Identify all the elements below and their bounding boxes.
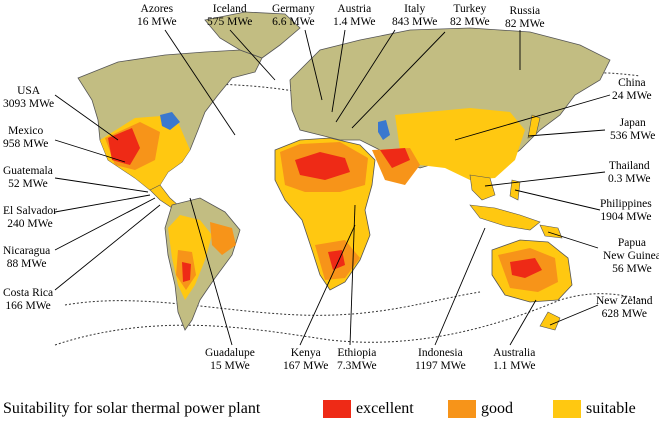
label-guadalupe: Guadalupe 15 MWe bbox=[205, 347, 255, 372]
papua-land bbox=[539, 224, 563, 239]
leader-lines bbox=[54, 29, 611, 346]
legend-swatch-excellent bbox=[323, 400, 351, 418]
leader-turkey bbox=[351, 31, 446, 129]
leader-japan bbox=[527, 129, 606, 137]
leader-philippines bbox=[514, 189, 601, 211]
leader-china bbox=[454, 94, 611, 141]
leader-austria bbox=[331, 29, 346, 113]
label-guatemala: Guatemala 52 MWe bbox=[3, 165, 53, 190]
label-papua: Papua New Guinea 56 MWe bbox=[603, 237, 659, 275]
leader-guatemala bbox=[54, 177, 149, 193]
label-japan: Japan 536 MWe bbox=[610, 117, 656, 142]
southern-africa-excellent bbox=[328, 250, 345, 270]
legend-label-good: good bbox=[481, 400, 513, 417]
leader-mexico bbox=[54, 139, 126, 163]
leader-newzealand bbox=[549, 304, 599, 326]
label-kenya: Kenya 167 MWe bbox=[283, 347, 329, 372]
leader-elsalvador bbox=[54, 194, 151, 213]
leader-australia bbox=[509, 299, 537, 346]
label-indonesia: Indonesia 1197 MWe bbox=[415, 347, 466, 372]
label-philippines: Philippines 1904 MWe bbox=[600, 198, 652, 223]
label-mexico: Mexico 958 MWe bbox=[3, 125, 49, 150]
south-america bbox=[164, 197, 241, 331]
leader-kenya bbox=[299, 224, 356, 346]
north-america bbox=[77, 11, 301, 191]
indonesia-land bbox=[469, 204, 541, 231]
legend-label-suitable: suitable bbox=[586, 400, 636, 417]
asia-suitable bbox=[395, 108, 525, 180]
greenland-land bbox=[204, 11, 301, 59]
leader-costarica bbox=[54, 204, 161, 291]
label-thailand: Thailand 0.3 MWe bbox=[608, 160, 651, 185]
usa-excellent bbox=[108, 128, 140, 165]
label-turkey: Turkey 82 MWe bbox=[450, 3, 490, 28]
leader-nicaragua bbox=[54, 197, 156, 251]
label-italy: Italy 843 MWe bbox=[392, 3, 438, 28]
zone-line-lower bbox=[64, 291, 481, 316]
southeast-asia-land bbox=[469, 174, 496, 201]
caspian-sea bbox=[378, 120, 390, 140]
arabia-excellent bbox=[380, 148, 410, 168]
legend-title: Suitability for solar thermal power plan… bbox=[3, 400, 261, 417]
leader-papua bbox=[547, 231, 599, 249]
brazil-good bbox=[210, 222, 236, 255]
leader-guadalupe bbox=[189, 197, 233, 346]
label-iceland: Iceland 575 MWe bbox=[207, 3, 253, 28]
leader-italy bbox=[335, 29, 396, 123]
label-azores: Azores 16 MWe bbox=[137, 3, 177, 28]
leader-iceland bbox=[229, 29, 276, 81]
leader-azores bbox=[164, 29, 236, 136]
great-lakes bbox=[160, 112, 180, 130]
label-elsalvador: El Salvador 240 MWe bbox=[3, 205, 57, 230]
new-zealand-land bbox=[539, 311, 561, 331]
label-costarica: Costa Rica 166 MWe bbox=[3, 287, 54, 312]
label-austria: Austria 1.4 MWe bbox=[333, 3, 376, 28]
legend-swatch-suitable bbox=[553, 400, 581, 418]
leader-usa bbox=[54, 94, 119, 141]
oceania bbox=[491, 224, 573, 331]
leader-indonesia bbox=[434, 227, 486, 346]
sahara-excellent bbox=[295, 152, 350, 180]
label-ethiopia: Ethiopia 7.3MWe bbox=[337, 347, 377, 372]
africa bbox=[274, 137, 420, 291]
label-germany: Germany 6.6 MWe bbox=[272, 3, 315, 28]
legend-swatch-good bbox=[448, 400, 476, 418]
leader-thailand bbox=[484, 171, 606, 187]
label-russia: Russia 82 MWe bbox=[505, 5, 545, 30]
label-newzealand: New Zeland 628 MWe bbox=[596, 295, 653, 320]
label-usa: USA 3093 MWe bbox=[3, 85, 55, 110]
legend-label-excellent: excellent bbox=[356, 400, 414, 417]
label-nicaragua: Nicaragua 88 MWe bbox=[3, 245, 51, 270]
eurasia bbox=[289, 27, 611, 231]
leader-ethiopia bbox=[349, 204, 356, 346]
label-australia: Australia 1.1 MWe bbox=[493, 347, 536, 372]
zone-line-south bbox=[54, 293, 646, 346]
australia-excellent bbox=[510, 258, 542, 278]
andes-excellent bbox=[182, 262, 191, 282]
label-china: China 24 MWe bbox=[612, 77, 652, 102]
leader-germany bbox=[304, 29, 323, 101]
